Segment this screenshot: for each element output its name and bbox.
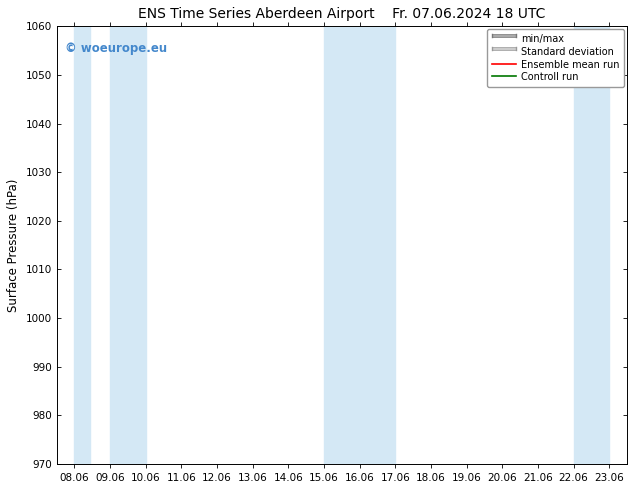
Y-axis label: Surface Pressure (hPa): Surface Pressure (hPa) [7,178,20,312]
Bar [110,26,146,464]
Title: ENS Time Series Aberdeen Airport    Fr. 07.06.2024 18 UTC: ENS Time Series Aberdeen Airport Fr. 07.… [138,7,545,21]
Bar [74,26,91,464]
Bar [324,26,396,464]
Text: © woeurope.eu: © woeurope.eu [65,42,167,54]
Legend: min/max, Standard deviation, Ensemble mean run, Controll run: min/max, Standard deviation, Ensemble me… [487,29,624,87]
Bar [574,26,609,464]
